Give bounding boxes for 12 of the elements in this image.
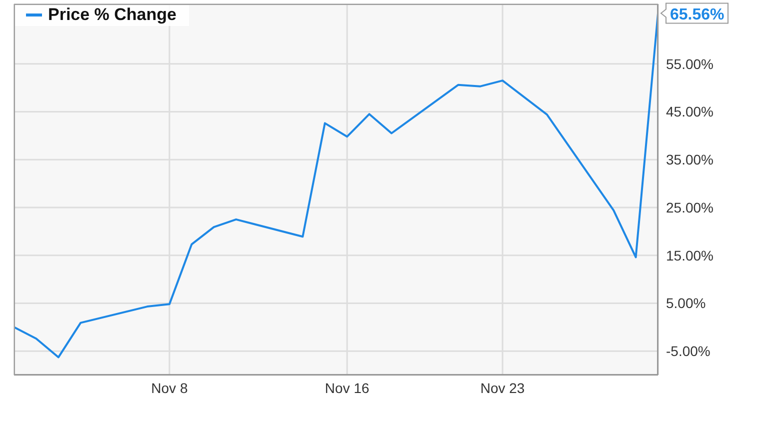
x-tick-label: Nov 16 <box>324 380 370 396</box>
y-tick-label: 45.00% <box>666 104 714 120</box>
y-tick-label: -5.00% <box>666 343 710 360</box>
y-tick-label: 25.00% <box>666 199 714 216</box>
y-tick-label: 15.00% <box>666 247 714 264</box>
data-label: 65.56% <box>670 6 724 24</box>
legend-label: Price % Change <box>48 5 176 25</box>
x-tick-label: Nov 8 <box>151 380 188 396</box>
y-tick-label: 55.00% <box>666 56 714 72</box>
x-tick-label: Nov 23 <box>480 380 525 396</box>
y-tick-label: 35.00% <box>666 152 714 168</box>
y-tick-label: 5.00% <box>666 295 706 312</box>
